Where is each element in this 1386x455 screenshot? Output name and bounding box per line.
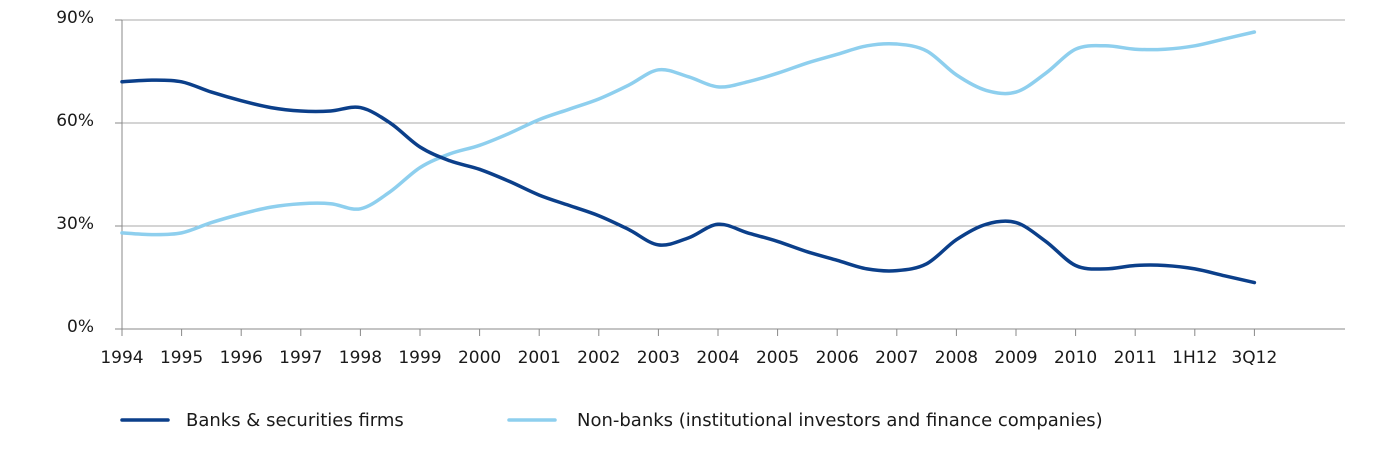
legend-label: Non-banks (institutional investors and f… xyxy=(577,410,1103,431)
axes xyxy=(121,20,1345,330)
x-tick-label: 2009 xyxy=(994,348,1037,368)
legend-label: Banks & securities firms xyxy=(186,410,404,431)
series-line-non-banks xyxy=(120,30,1257,237)
y-tick-labels: 0% 30% 60% 90% xyxy=(56,8,122,337)
x-tick-label: 1998 xyxy=(339,348,382,368)
x-tick-label: 2002 xyxy=(577,348,620,368)
x-tick-label: 2003 xyxy=(637,348,680,368)
x-tick-label: 2006 xyxy=(816,348,859,368)
y-tick-label: 30% xyxy=(56,214,94,234)
y-tick-label: 90% xyxy=(56,8,94,28)
x-tick-label: 1996 xyxy=(220,348,263,368)
legend: Banks & securities firms Non-banks (insti… xyxy=(120,410,1103,431)
x-tick-label: 1994 xyxy=(100,348,143,368)
series-lines xyxy=(120,30,1257,285)
x-tick-label: 2005 xyxy=(756,348,799,368)
x-tick-label: 2010 xyxy=(1054,348,1097,368)
series-line-banks xyxy=(120,78,1257,285)
y-tick-label: 0% xyxy=(67,317,94,337)
x-tick-label: 2007 xyxy=(875,348,918,368)
x-tick-label: 1999 xyxy=(398,348,441,368)
x-tick-labels: 1994 1995 1996 1997 1998 1999 2000 2001 2002 2003… xyxy=(100,329,1277,368)
x-tick-label: 2001 xyxy=(518,348,561,368)
x-tick-label: 2000 xyxy=(458,348,501,368)
x-tick-label: 1995 xyxy=(160,348,203,368)
y-tick-label: 60% xyxy=(56,111,94,131)
x-tick-label: 3Q12 xyxy=(1231,348,1277,368)
x-tick-label: 2011 xyxy=(1114,348,1157,368)
x-tick-label: 1H12 xyxy=(1172,348,1217,368)
x-tick-label: 1997 xyxy=(279,348,322,368)
x-tick-label: 2008 xyxy=(935,348,978,368)
x-tick-label: 2004 xyxy=(696,348,739,368)
